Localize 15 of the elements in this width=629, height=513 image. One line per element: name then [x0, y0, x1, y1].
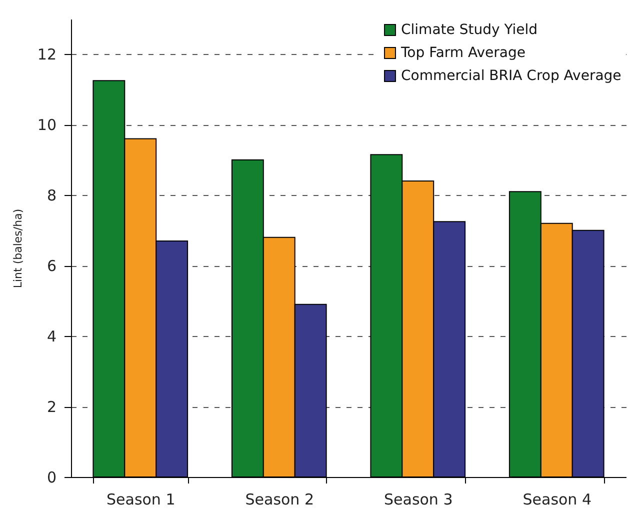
x-tick-label: Season 4: [522, 490, 592, 508]
x-tick-label: Season 1: [106, 490, 176, 508]
y-tick-label: 2: [46, 398, 56, 416]
legend-label: Climate Study Yield: [401, 22, 538, 38]
y-tick-label: 8: [46, 186, 56, 205]
legend-label: Commercial BRIA Crop Average: [401, 68, 622, 84]
x-tick-label: Season 2: [245, 490, 314, 508]
y-tick-label: 0: [46, 468, 56, 486]
y-tick-label: 10: [37, 116, 56, 134]
legend-label: Top Farm Average: [400, 45, 526, 61]
y-tick-label: 4: [46, 328, 56, 346]
x-tick-label: Season 3: [384, 490, 453, 508]
y-axis-title: Lint (bales/ha): [11, 208, 24, 288]
y-tick-label: 12: [37, 46, 56, 64]
y-tick-label: 6: [46, 257, 56, 276]
